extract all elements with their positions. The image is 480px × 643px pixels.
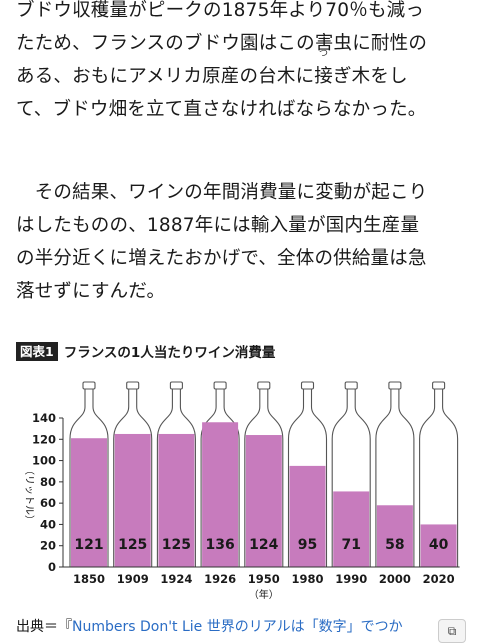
data-label: 121 — [74, 537, 103, 553]
ruby-word: つ接 — [314, 49, 333, 93]
bar-fill — [289, 465, 326, 567]
bottle-cap — [169, 381, 183, 390]
bottle-bar-1950: 124 — [244, 381, 284, 568]
x-tick-label: 1950 — [248, 572, 280, 586]
y-tick-label: 20 — [40, 539, 56, 553]
figure-badge: 図表1 — [16, 341, 58, 361]
wine-consumption-chart: 0 20 40 60 80 100 120 140 （リットル） 121 125 125 136 124… — [23, 381, 460, 601]
data-label: 125 — [162, 537, 191, 553]
y-tick-label: 80 — [40, 475, 56, 489]
bottle-bar-1850: 121 — [69, 381, 109, 568]
data-label: 71 — [341, 537, 360, 553]
chart-title: フランスの1人当たりワイン消費量 — [63, 345, 276, 361]
x-tick-label: 2000 — [379, 572, 411, 586]
x-tick-label: 1850 — [73, 572, 105, 586]
y-tick-label: 100 — [32, 454, 56, 468]
paragraph-1-line-4: て、ブドウ畑を立て直さなければならなかった。 — [16, 99, 427, 120]
paragraph-1-line-3-b: ぎ木をし — [332, 66, 408, 87]
copy-button[interactable]: ⧉ — [438, 619, 466, 643]
bar-fill — [114, 433, 151, 567]
copy-icon: ⧉ — [447, 623, 457, 638]
bottle-bar-2020: 40 — [419, 381, 459, 568]
bar-fill — [245, 435, 282, 567]
source-link[interactable]: Numbers Don't Lie 世界のリアルは「数字」でつか — [72, 619, 403, 635]
paragraph-2-line-3: の半分近くに増えたおかげで、全体の供給量は急 — [16, 248, 427, 269]
bottle-cap — [257, 381, 271, 390]
data-label: 40 — [429, 537, 449, 553]
bottle-cap — [213, 381, 227, 390]
x-tick-label: 2020 — [423, 572, 455, 586]
bar-fill — [202, 422, 239, 567]
data-label: 125 — [118, 537, 147, 553]
bottle-bars: 121 125 125 136 124 95 71 58 40 — [69, 381, 459, 568]
x-axis-label: （年） — [249, 588, 279, 601]
ruby-base: 接 — [314, 66, 333, 87]
source-line: 出典＝『Numbers Don't Lie 世界のリアルは「数字」でつか — [16, 616, 403, 636]
paragraph-2-line-4: 落せずにすんだ。 — [16, 281, 166, 302]
y-axis-label: （リットル） — [23, 465, 35, 525]
chart-header: 図表1 フランスの1人当たりワイン消費量 — [16, 341, 275, 361]
bar-fill — [376, 505, 413, 567]
paragraph-2: その結果、ワインの年間消費量に変動が起こり はしたものの、1887年には輸入量が… — [16, 176, 466, 308]
bar-fill — [420, 524, 457, 567]
bottle-cap — [126, 381, 140, 390]
data-label: 95 — [298, 537, 317, 553]
bottle-cap — [388, 381, 402, 390]
paragraph-1-line-3: ある、おもにアメリカ原産の台木につ接ぎ木をし — [16, 49, 466, 93]
x-tick-label: 1909 — [117, 572, 149, 586]
source-prefix: 出典＝『 — [16, 619, 72, 635]
bottle-cap — [344, 381, 358, 390]
x-tick-label: 1924 — [160, 572, 192, 586]
bottle-bar-1909: 125 — [113, 381, 153, 568]
y-tick-label: 40 — [40, 517, 56, 531]
ruby-reading: つ — [319, 49, 329, 59]
bar-fill — [333, 491, 370, 567]
y-tick-label: 0 — [48, 560, 56, 574]
bottle-bar-1926: 136 — [200, 381, 240, 568]
paragraph-1: ブドウ収穫量がピークの1875年より70％も減っ たため、フランスのブドウ園はこ… — [16, 0, 466, 126]
bottle-bar-2000: 58 — [375, 381, 415, 568]
data-label: 124 — [249, 537, 278, 553]
y-tick-label: 140 — [32, 411, 56, 425]
bottle-cap — [82, 381, 96, 390]
x-tick-label: 1990 — [335, 572, 367, 586]
paragraph-2-line-1: その結果、ワインの年間消費量に変動が起こり — [16, 182, 428, 203]
y-axis: 0 20 40 60 80 100 120 140 （リットル） — [23, 411, 64, 574]
data-label: 136 — [205, 537, 234, 553]
y-tick-label: 120 — [32, 432, 56, 446]
paragraph-2-line-2: はしたものの、1887年には輸入量が国内生産量 — [16, 215, 420, 236]
bar-fill — [71, 438, 107, 567]
bottle-cap — [300, 381, 315, 390]
x-axis: 1850 1909 1924 1926 1950 1980 1990 2000 2020 （年） — [63, 566, 460, 601]
bottle-bar-1924: 125 — [156, 381, 196, 568]
paragraph-1-line-3-a: ある、おもにアメリカ原産の台木に — [16, 66, 315, 87]
data-label: 58 — [385, 537, 404, 553]
x-tick-label: 1926 — [204, 572, 236, 586]
bar-fill — [158, 433, 195, 567]
y-tick-label: 60 — [40, 496, 56, 510]
x-tick-label: 1980 — [291, 572, 323, 586]
paragraph-1-line-1: ブドウ収穫量がピークの1875年より70％も減っ — [16, 0, 425, 21]
bottle-bar-1980: 95 — [287, 381, 328, 568]
bottle-bar-1990: 71 — [331, 381, 371, 568]
paragraph-1-line-2: たため、フランスのブドウ園はこの害虫に耐性の — [16, 33, 428, 54]
bottle-cap — [432, 381, 446, 390]
